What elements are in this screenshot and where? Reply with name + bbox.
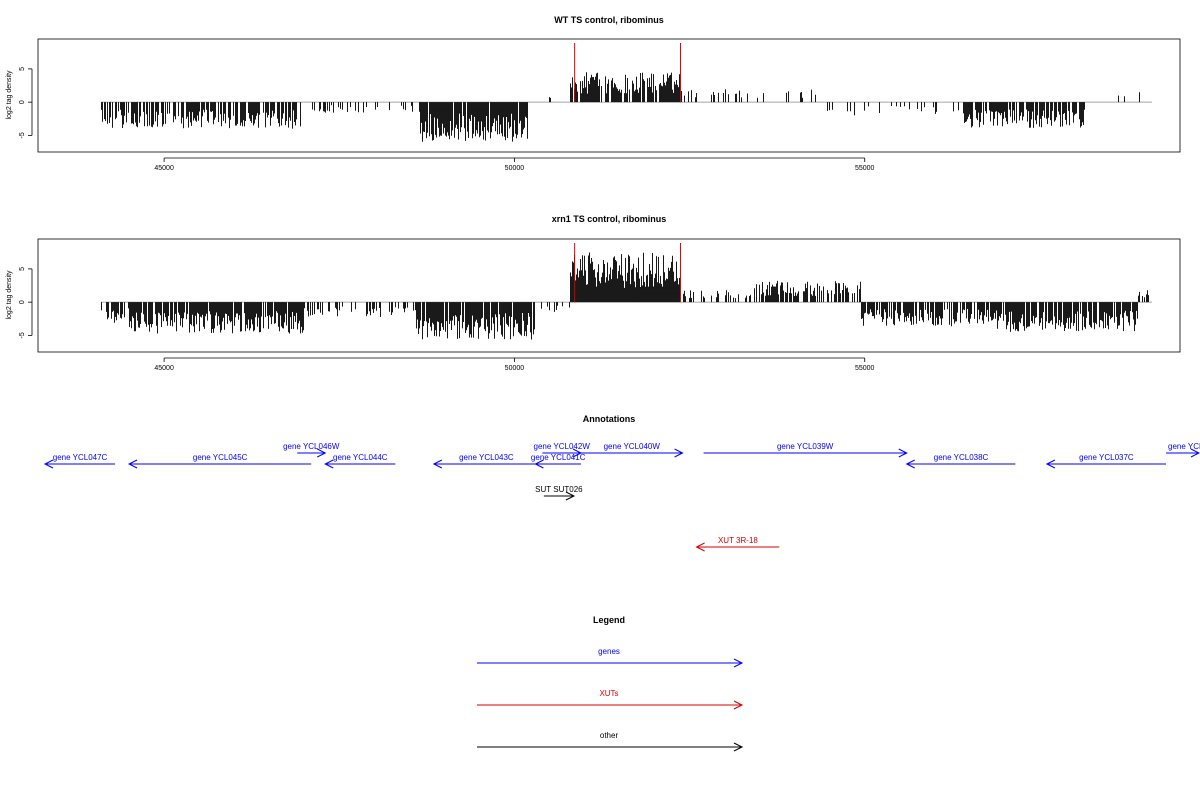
xrn1-density-bar-path xyxy=(101,252,1149,340)
annotation-label: SUT SUT026 xyxy=(535,485,583,494)
xrn1-x-tick-label-2: 55000 xyxy=(855,365,875,372)
wt-y-axis: -5 0 5 xyxy=(19,67,33,138)
xrn1-y-axis: -5 0 5 xyxy=(19,267,33,338)
annotation-label: gene YCL038C xyxy=(934,453,989,462)
xrn1-density-bars xyxy=(101,252,1149,340)
wt-region-markers xyxy=(574,43,681,103)
annotation-arrow-9-arrowhead xyxy=(905,459,915,469)
annotation-feature: gene YCL042W xyxy=(534,442,591,458)
annotation-arrow-6-arrowhead xyxy=(534,459,544,469)
annotation-label: gene YCL045C xyxy=(193,453,248,462)
wt-x-tick-label-2: 55000 xyxy=(855,165,875,172)
annotation-arrow-10-arrowhead xyxy=(1045,459,1056,469)
xrn1-density-track: xrn1 TS control, ribominus log2 tag dens… xyxy=(6,214,1181,372)
annotation-arrow-3-arrowhead xyxy=(324,459,334,469)
annotation-arrow-8-arrowhead xyxy=(898,448,908,458)
annotation-arrow-7-arrowhead xyxy=(674,448,684,458)
xrn1-y-tick-label-0: -5 xyxy=(19,332,26,338)
legend-arrowhead-xut xyxy=(733,700,744,710)
legend-arrowhead-gene xyxy=(733,658,744,668)
annotation-features: gene YCL047C gene YCL045C gene YCL046W gene… xyxy=(43,442,1200,552)
annotation-feature: XUT 3R-18 xyxy=(695,536,780,552)
annotation-feature: gene YCL043C xyxy=(432,453,539,469)
wt-y-axis-label: log2 tag density xyxy=(6,70,13,120)
wt-density-bar-path xyxy=(101,72,1140,142)
wt-density-track: WT TS control, ribominus log2 tag densit… xyxy=(6,15,1181,172)
annotation-feature: gene YCL041C xyxy=(531,453,586,469)
legend-label-gene: genes xyxy=(598,647,620,656)
wt-x-tick-label-0: 45000 xyxy=(154,165,174,172)
wt-track-title: WT TS control, ribominus xyxy=(554,15,664,25)
annotation-feature: gene YCL044C xyxy=(324,453,396,469)
legend-item-xut: XUTs xyxy=(477,689,744,710)
annotation-label: gene YCL047C xyxy=(53,453,108,462)
annotation-label: gene YCL042W xyxy=(534,442,591,451)
annotation-label: gene YCL046W xyxy=(283,442,340,451)
wt-y-tick-label-2: 5 xyxy=(19,67,26,71)
annotation-arrow-11-arrowhead xyxy=(1190,448,1200,458)
annotation-feature: gene YCL045C xyxy=(127,453,312,469)
annotation-label: gene YCL039W xyxy=(777,442,834,451)
annotation-feature: gene YCL038C xyxy=(905,453,1016,469)
annotation-arrow-4-arrowhead xyxy=(432,459,443,469)
wt-plot-frame xyxy=(37,38,1181,153)
annotation-feature: gene YCL037C xyxy=(1045,453,1166,469)
xrn1-track-title: xrn1 TS control, ribominus xyxy=(552,214,667,224)
annotation-feature: gene YCL036W xyxy=(1165,442,1200,458)
annotation-feature: gene YCL046W xyxy=(283,442,340,458)
wt-density-bars xyxy=(101,72,1140,142)
annotation-arrow-5-arrowhead xyxy=(572,448,583,458)
xrn1-plot-frame xyxy=(37,238,1181,353)
annotation-track: Annotations gene YCL047C gene YCL045Cgene… xyxy=(43,414,1200,552)
xrn1-region-markers xyxy=(574,243,681,303)
legend-arrowhead-other xyxy=(733,742,744,752)
xrn1-x-tick-label-1: 50000 xyxy=(505,365,525,372)
legend-label-xut: XUTs xyxy=(599,689,618,698)
annotation-feature: gene YCL039W xyxy=(703,442,908,458)
annotation-label: gene YCL041C xyxy=(531,453,586,462)
annotation-arrow-2-arrowhead xyxy=(317,448,327,458)
annotation-label: gene YCL036W xyxy=(1168,442,1200,451)
annotations-title: Annotations xyxy=(583,414,636,424)
xrn1-x-axis: 45000 50000 55000 xyxy=(154,357,875,372)
legend-title: Legend xyxy=(593,615,625,625)
xrn1-y-tick-label-2: 5 xyxy=(19,267,26,271)
annotation-label: XUT 3R-18 xyxy=(718,536,758,545)
wt-y-tick-label-0: -5 xyxy=(19,132,26,138)
annotation-label: gene YCL040W xyxy=(604,442,661,451)
annotation-feature: gene YCL040W xyxy=(580,442,684,458)
legend-item-other: other xyxy=(477,731,744,752)
legend-label-other: other xyxy=(600,731,619,740)
annotation-feature: SUT SUT026 xyxy=(535,485,583,501)
xrn1-x-tick-label-0: 45000 xyxy=(154,365,174,372)
annotation-label: gene YCL043C xyxy=(459,453,514,462)
wt-x-tick-label-1: 50000 xyxy=(505,165,525,172)
xrn1-y-axis-label: log2 tag density xyxy=(6,270,13,320)
wt-x-axis: 45000 50000 55000 xyxy=(154,157,875,172)
annotation-arrow-13-arrowhead xyxy=(695,542,705,552)
annotation-arrow-12-arrowhead xyxy=(565,491,576,501)
annotation-label: gene YCL037C xyxy=(1079,453,1134,462)
annotation-feature: gene YCL047C xyxy=(43,453,116,469)
legend-items: genes XUTs other xyxy=(477,647,744,752)
xrn1-y-tick-label-1: 0 xyxy=(19,300,26,304)
legend: Legend genes XUTs other xyxy=(477,615,744,752)
annotation-arrow-0-arrowhead xyxy=(43,459,54,469)
annotation-arrow-1-arrowhead xyxy=(127,459,138,469)
wt-y-tick-label-1: 0 xyxy=(19,100,26,104)
annotation-label: gene YCL044C xyxy=(333,453,388,462)
legend-item-gene: genes xyxy=(477,647,744,668)
